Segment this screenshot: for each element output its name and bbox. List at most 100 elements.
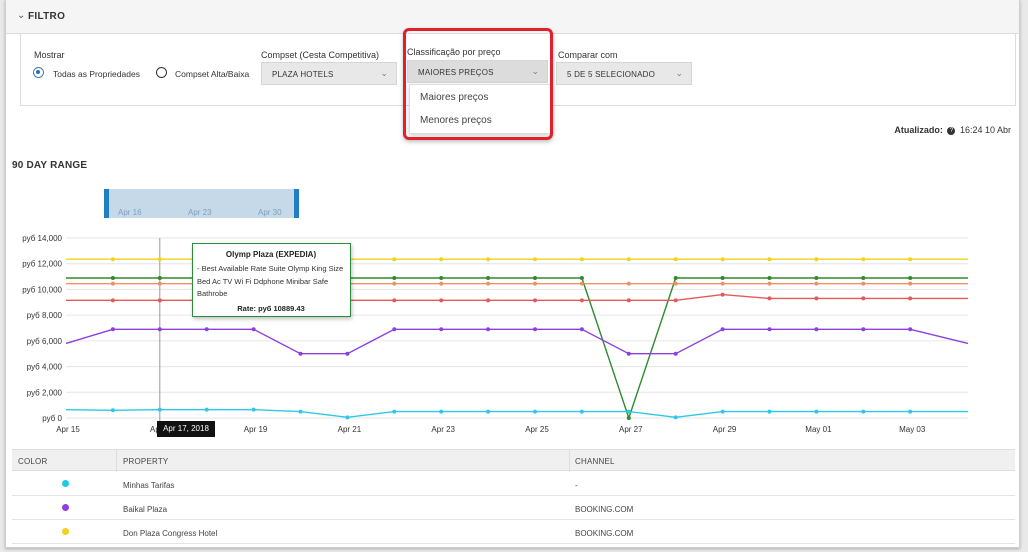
data-point [579, 327, 584, 332]
compset-value: PLAZA HOTELS [272, 70, 334, 79]
x-tick-label: Apr 25 [525, 425, 549, 434]
data-point [392, 281, 397, 286]
radio-compset[interactable] [156, 67, 167, 78]
data-point [486, 409, 491, 414]
help-icon[interactable]: ? [947, 126, 956, 135]
data-point [626, 281, 631, 286]
data-point [298, 409, 303, 414]
data-point [720, 275, 725, 280]
data-point [720, 257, 725, 262]
x-tick-label: Apr 23 [431, 425, 455, 434]
property-cell: Minhas Tarifas [123, 481, 175, 490]
y-tick-label: руб 4,000 [27, 363, 63, 372]
y-tick-label: руб 12,000 [22, 260, 62, 269]
data-point [533, 298, 537, 303]
table-header: COLOR PROPERTY CHANNEL [12, 449, 1015, 472]
table-row[interactable]: Minhas Tarifas - [12, 472, 1015, 496]
channel-cell: BOOKING.COM [575, 529, 634, 538]
data-point [861, 296, 866, 301]
data-point [439, 327, 444, 332]
data-point [626, 416, 631, 420]
data-point [110, 281, 115, 286]
color-dot [62, 504, 69, 511]
header-channel[interactable]: CHANNEL [575, 457, 615, 466]
data-point [157, 327, 162, 332]
property-cell: Don Plaza Congress Hotel [123, 529, 218, 538]
data-point [673, 415, 678, 420]
data-point [908, 275, 913, 280]
data-point [392, 327, 397, 332]
chevron-down-icon: ⌄ [531, 66, 539, 76]
y-tick-label: руб 10,000 [22, 285, 62, 294]
color-dot [62, 528, 69, 535]
data-point [626, 351, 631, 356]
header-color: COLOR [18, 457, 48, 466]
data-point [626, 409, 631, 414]
data-point [204, 327, 209, 332]
property-cell: Baikal Plaza [123, 505, 168, 514]
range-title: 90 DAY RANGE [12, 160, 88, 171]
data-point [814, 281, 819, 286]
data-point [486, 275, 491, 280]
data-point [110, 298, 115, 303]
navigator-handle-left[interactable] [104, 189, 109, 218]
y-tick-label: руб 0 [42, 414, 62, 423]
data-point [908, 327, 913, 332]
data-point [579, 281, 584, 286]
data-point [439, 298, 444, 303]
y-tick-label: руб 2,000 [27, 388, 63, 397]
menu-item-highest[interactable]: Maiores preços [420, 92, 489, 103]
data-point [533, 327, 537, 332]
table-row[interactable]: Don Plaza Congress Hotel BOOKING.COM [12, 520, 1015, 544]
chevron-down-icon[interactable]: ⌄ [17, 10, 26, 21]
data-point [392, 275, 397, 280]
data-point [486, 257, 491, 262]
classification-select[interactable]: MAIORES PREÇOS ⌄ [407, 60, 548, 83]
data-point [392, 298, 397, 303]
data-point [110, 257, 115, 262]
data-point [673, 351, 678, 356]
compare-select[interactable]: 5 DE 5 SELECIONADO ⌄ [556, 62, 692, 85]
data-point [814, 327, 819, 332]
table-row[interactable]: Baikal Plaza BOOKING.COM [12, 496, 1015, 520]
chevron-down-icon: ⌄ [380, 68, 388, 78]
menu-item-lowest[interactable]: Menores preços [420, 115, 492, 126]
data-point [673, 257, 678, 262]
y-tick-label: руб 6,000 [27, 337, 63, 346]
tooltip-title: Olymp Plaza (EXPEDIA) [225, 250, 317, 259]
navigator-handle-right[interactable] [294, 189, 299, 218]
app-window: ⌄ FILTRO Mostrar Todas as Propriedades C… [5, 0, 1020, 548]
data-point [439, 257, 444, 262]
tooltip-rate: Rate: руб 10889.43 [237, 304, 305, 313]
compset-select[interactable]: PLAZA HOTELS ⌄ [261, 62, 397, 85]
header-property[interactable]: PROPERTY [123, 457, 169, 466]
data-point [767, 257, 772, 262]
data-point [720, 292, 725, 297]
data-point [110, 327, 115, 332]
data-point [392, 409, 397, 414]
navigator-label: Apr 30 [258, 208, 282, 217]
x-tick-label: May 03 [899, 425, 926, 434]
x-tick-label: Apr 15 [56, 425, 80, 434]
data-point [767, 409, 772, 414]
data-point [673, 275, 678, 280]
navigator-label: Apr 23 [188, 208, 212, 217]
data-point [157, 298, 162, 303]
data-point [626, 257, 631, 262]
navigator-label: Apr 16 [118, 208, 142, 217]
y-tick-label: руб 14,000 [22, 234, 62, 243]
highlight-annotation [403, 28, 553, 140]
data-point [720, 281, 725, 286]
channel-cell: BOOKING.COM [575, 505, 634, 514]
radio-all-properties[interactable] [33, 67, 44, 78]
data-point [345, 415, 350, 420]
data-point [486, 327, 491, 332]
range-navigator[interactable] [106, 189, 296, 218]
data-point [814, 409, 819, 414]
classification-label: Classificação por preço [407, 47, 501, 57]
x-tick-label: Apr 27 [619, 425, 643, 434]
data-point [110, 408, 115, 413]
filter-title: FILTRO [28, 11, 66, 22]
data-point [439, 281, 444, 286]
price-chart[interactable]: руб 0 руб 2,000 руб 4,000 руб 6,000 руб 8,00… [6, 232, 1020, 437]
